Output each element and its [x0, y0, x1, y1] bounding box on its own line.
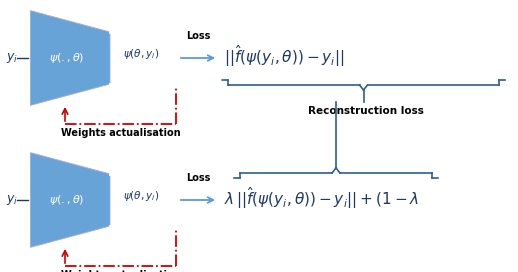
Text: $\psi(.,\theta)$: $\psi(.,\theta)$ [49, 193, 84, 207]
Text: Reconstruction loss: Reconstruction loss [309, 106, 424, 116]
Text: $\psi(.,\theta)$: $\psi(.,\theta)$ [49, 51, 84, 65]
Text: Weights actualisation: Weights actualisation [61, 270, 180, 272]
Text: $y_i$: $y_i$ [6, 193, 18, 207]
Text: $y_i$: $y_i$ [6, 51, 18, 65]
Text: $||\hat{f}(\psi(y_i,\theta))-y_i||$: $||\hat{f}(\psi(y_i,\theta))-y_i||$ [224, 43, 344, 69]
Text: Weights actualisation: Weights actualisation [61, 128, 180, 138]
Text: $\psi(\theta,y_i)$: $\psi(\theta,y_i)$ [123, 189, 159, 203]
Text: $\lambda\,||\hat{f}(\psi(y_i,\theta))-y_i|| + (1-\lambda$: $\lambda\,||\hat{f}(\psi(y_i,\theta))-y_… [224, 185, 419, 211]
Polygon shape [28, 10, 110, 106]
Polygon shape [28, 152, 110, 248]
Text: Loss: Loss [186, 173, 210, 183]
Text: Loss: Loss [186, 31, 210, 41]
Text: $\psi(\theta,y_i)$: $\psi(\theta,y_i)$ [123, 47, 159, 61]
